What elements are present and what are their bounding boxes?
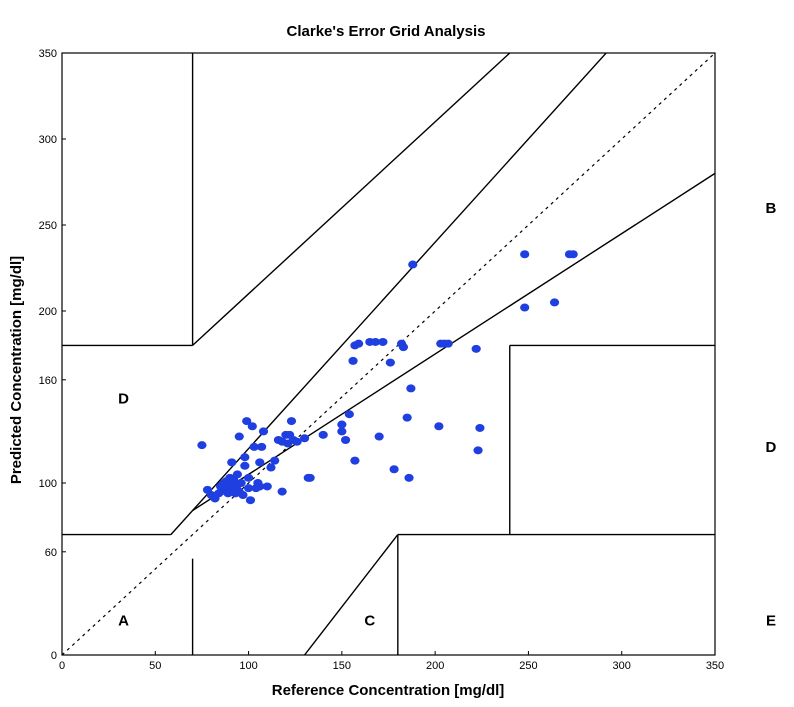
x-tick-label: 250 [519, 660, 537, 672]
data-point [350, 456, 360, 465]
x-tick-label: 100 [239, 660, 257, 672]
data-point [299, 434, 310, 443]
zone-label-d: D [118, 391, 129, 408]
zone-label-c: C [364, 613, 375, 630]
x-tick-label: 0 [59, 660, 65, 672]
data-point [370, 337, 381, 346]
y-tick-label: 350 [39, 48, 57, 60]
y-tick-label: 100 [39, 478, 57, 490]
data-point [242, 417, 252, 426]
y-tick-label: 250 [39, 220, 57, 232]
data-point [266, 463, 276, 472]
data-point [406, 384, 416, 393]
data-point [292, 437, 302, 446]
data-point [344, 410, 354, 419]
data-point [197, 441, 207, 450]
zone-boundary-line [170, 53, 608, 536]
data-point [385, 358, 395, 367]
data-point [270, 456, 280, 465]
data-point [245, 496, 256, 505]
data-point [520, 303, 530, 312]
zone-label-b: B [766, 200, 777, 217]
data-point [398, 343, 409, 352]
y-axis-ticks: 0 60 100 160 200 250 300 350 [39, 48, 66, 662]
plot-area [61, 52, 716, 656]
data-point [337, 420, 347, 429]
x-tick-label: 150 [333, 660, 351, 672]
data-point [473, 446, 483, 455]
data-point [234, 432, 244, 441]
x-axis-label: Reference Concentration [mg/dl] [272, 682, 505, 699]
y-tick-label: 160 [39, 375, 57, 387]
data-point [520, 250, 530, 259]
zone-label-e: E [766, 613, 776, 630]
data-point [354, 339, 364, 348]
data-point [337, 427, 347, 436]
data-point [286, 417, 297, 426]
x-tick-label: 50 [149, 660, 161, 672]
identity-line [62, 53, 715, 655]
zone-label-d: D [766, 439, 777, 456]
data-point [240, 461, 250, 470]
data-point [434, 422, 444, 431]
data-point [340, 436, 351, 444]
y-tick-label: 300 [39, 134, 57, 146]
data-point [378, 337, 388, 346]
y-tick-label: 60 [45, 547, 57, 559]
data-point [318, 430, 328, 439]
data-point [255, 482, 265, 491]
data-point [348, 356, 358, 365]
x-tick-label: 200 [426, 660, 444, 672]
y-axis-label: Predicted Concentration [mg/dl] [8, 256, 25, 484]
data-point [374, 432, 384, 441]
data-point [549, 298, 560, 307]
data-point [255, 458, 265, 467]
data-point [568, 250, 578, 259]
data-point [471, 344, 481, 353]
zone-boundary-line [192, 172, 715, 512]
zone-boundary-line [192, 53, 511, 346]
data-point [227, 458, 237, 467]
data-point-cluster [218, 480, 241, 497]
data-point [232, 470, 242, 479]
chart-title: Clarke's Error Grid Analysis [287, 23, 486, 40]
zone-label-a: A [118, 613, 129, 630]
data-point [277, 487, 287, 496]
data-point [238, 491, 248, 500]
y-tick-label: 0 [51, 650, 57, 662]
data-point [257, 442, 267, 451]
y-tick-label: 200 [39, 306, 57, 318]
data-point [243, 473, 254, 482]
data-point [305, 473, 315, 482]
data-point [404, 473, 414, 482]
data-point [402, 413, 412, 422]
data-point [247, 422, 257, 431]
data-point [258, 427, 269, 436]
data-point [408, 260, 418, 269]
data-point [240, 453, 250, 462]
zone-labels: A B C D D E [118, 200, 776, 630]
plot-frame [61, 52, 716, 656]
data-point [249, 442, 259, 451]
data-point [443, 339, 453, 348]
zone-boundary-line [303, 534, 399, 655]
x-axis-ticks: 0 50 100 150 200 250 300 350 [59, 651, 724, 672]
data-point [262, 482, 272, 491]
data-points [197, 250, 578, 505]
data-point [389, 465, 399, 474]
data-point [475, 423, 485, 432]
data-point [243, 484, 254, 493]
x-tick-label: 350 [706, 660, 724, 672]
x-tick-label: 300 [613, 660, 631, 672]
